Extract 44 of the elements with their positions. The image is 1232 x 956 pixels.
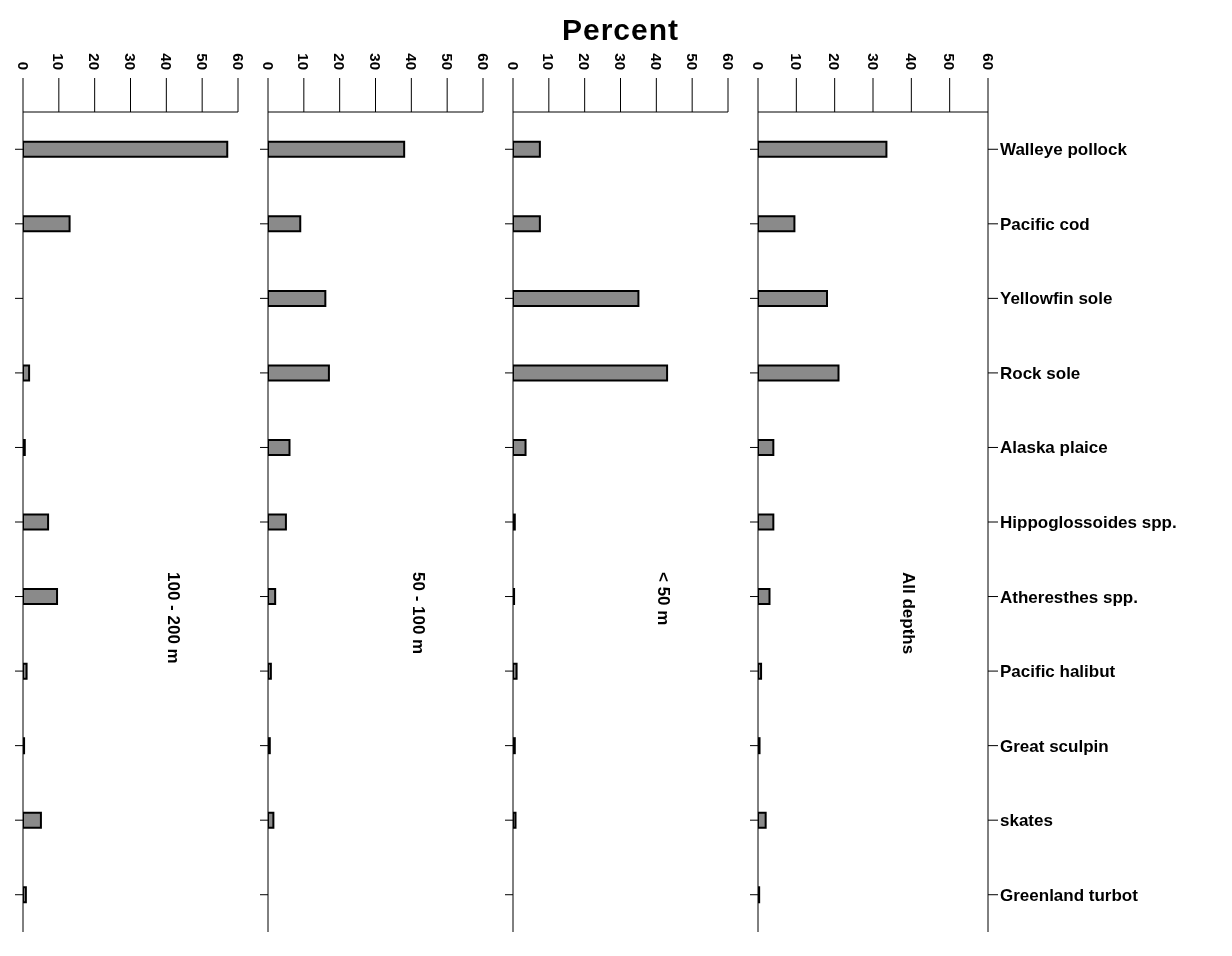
chart-title: Percent bbox=[560, 12, 681, 48]
y-tick-label: skates bbox=[1000, 811, 1053, 831]
x-tick-label: 50 bbox=[193, 53, 211, 70]
x-tick-label: 0 bbox=[259, 61, 277, 70]
x-tick-label: 20 bbox=[86, 53, 104, 70]
y-tick-label: Great sculpin bbox=[1000, 736, 1109, 756]
x-tick-label: 50 bbox=[941, 53, 959, 70]
x-tick-label: 40 bbox=[647, 53, 665, 70]
x-tick-label: 20 bbox=[826, 53, 844, 70]
x-tick-label: 10 bbox=[787, 53, 805, 70]
y-tick-label: Pacific halibut bbox=[1000, 662, 1116, 682]
y-tick-label: Rock sole bbox=[1000, 363, 1081, 383]
annotation: 100 - 200 m bbox=[163, 572, 183, 664]
annotation: 50 - 100 m bbox=[408, 572, 428, 655]
x-tick-label: 30 bbox=[122, 53, 139, 70]
x-tick-label: 40 bbox=[402, 53, 420, 70]
y-tick-label: Yellowfin sole bbox=[1000, 289, 1113, 309]
x-tick-label: 30 bbox=[864, 53, 882, 70]
x-tick-label: 30 bbox=[612, 53, 629, 70]
x-tick-label: 60 bbox=[474, 53, 492, 70]
y-tick-label: Greenland turbot bbox=[1000, 885, 1139, 905]
x-tick-label: 10 bbox=[295, 53, 313, 70]
y-tick-label: Hippoglossoides spp. bbox=[1000, 513, 1177, 533]
x-tick-label: 60 bbox=[719, 53, 737, 70]
y-tick-label: Pacific cod bbox=[1000, 214, 1090, 234]
x-tick-label: 0 bbox=[504, 61, 522, 70]
x-tick-label: 0 bbox=[14, 61, 32, 70]
x-tick-label: 10 bbox=[50, 53, 68, 70]
x-tick-label: 60 bbox=[229, 53, 247, 70]
x-tick-label: 0 bbox=[749, 61, 767, 70]
annotation: All depths bbox=[898, 572, 918, 655]
x-tick-label: 20 bbox=[331, 53, 349, 70]
annotation: < 50 m bbox=[653, 572, 673, 626]
y-tick-label: Alaska plaice bbox=[1000, 438, 1108, 458]
x-tick-label: 40 bbox=[157, 53, 175, 70]
x-tick-label: 20 bbox=[576, 53, 594, 70]
y-tick-label: Atheresthes spp. bbox=[1000, 587, 1138, 607]
x-tick-label: 60 bbox=[979, 53, 997, 70]
y-tick-label: Walleye pollock bbox=[1000, 140, 1128, 160]
x-tick-label: 50 bbox=[683, 53, 701, 70]
x-tick-label: 50 bbox=[438, 53, 456, 70]
x-tick-label: 10 bbox=[540, 53, 558, 70]
x-tick-label: 40 bbox=[902, 53, 920, 70]
x-tick-label: 30 bbox=[367, 53, 384, 70]
